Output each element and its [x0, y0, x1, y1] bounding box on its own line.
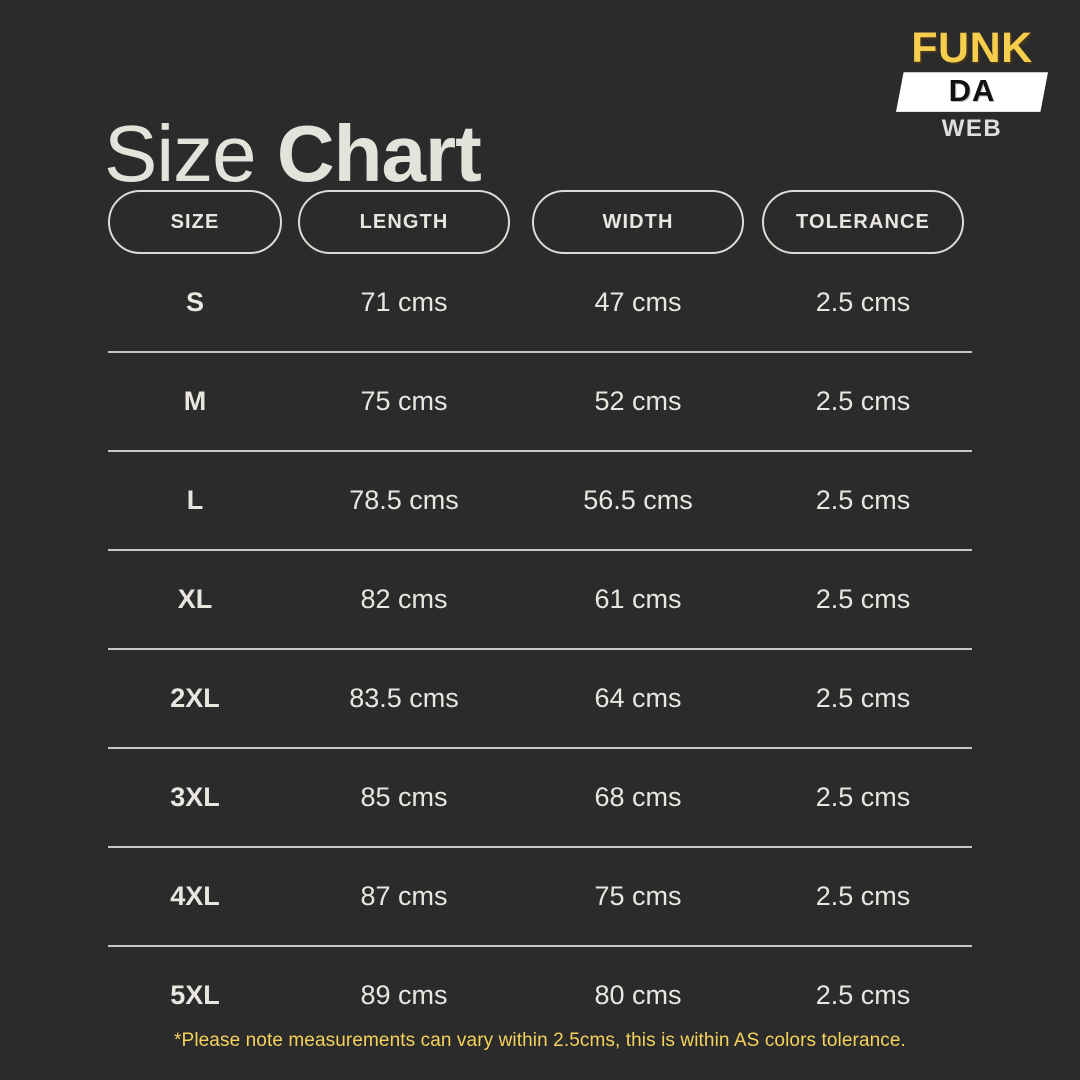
cell-size: L [186, 485, 204, 515]
cell-length: 71 cms [360, 287, 448, 317]
cell-tolerance: 2.5 cms [815, 881, 911, 911]
cell-width: 52 cms [594, 386, 682, 416]
column-header-tolerance: TOLERANCE [762, 190, 964, 254]
table-row: 5XL 89 cms 80 cms 2.5 cms [108, 947, 972, 1044]
cell-width: 64 cms [594, 683, 682, 713]
brand-logo-web: WEB [941, 114, 1003, 142]
cell-size: M [183, 386, 207, 416]
cell-length: 85 cms [360, 782, 448, 812]
cell-length: 78.5 cms [349, 485, 459, 515]
column-header-tolerance-label: TOLERANCE [796, 210, 930, 233]
cell-length: 75 cms [360, 386, 448, 416]
cell-width: 68 cms [594, 782, 682, 812]
cell-size: XL [177, 584, 213, 614]
brand-logo-funk: FUNK [911, 24, 1033, 72]
column-header-size-label: SIZE [170, 210, 220, 233]
cell-width: 47 cms [594, 287, 682, 317]
column-header-length-label: LENGTH [359, 210, 449, 233]
table-row: 3XL 85 cms 68 cms 2.5 cms [108, 749, 972, 848]
cell-width: 56.5 cms [583, 485, 693, 515]
column-header-width: WIDTH [532, 190, 744, 254]
cell-size: 4XL [170, 881, 220, 911]
cell-size: 2XL [170, 683, 220, 713]
brand-logo: FUNK DA WEB [896, 24, 1048, 142]
cell-length: 87 cms [360, 881, 448, 911]
cell-width: 75 cms [594, 881, 682, 911]
cell-tolerance: 2.5 cms [815, 782, 911, 812]
brand-logo-da-banner: DA [896, 72, 1048, 112]
page-title: Size Chart [104, 113, 482, 194]
cell-length: 83.5 cms [349, 683, 459, 713]
cell-tolerance: 2.5 cms [815, 287, 911, 317]
cell-length: 82 cms [360, 584, 448, 614]
cell-size: S [185, 287, 204, 317]
brand-logo-da: DA [948, 73, 996, 109]
cell-tolerance: 2.5 cms [815, 386, 911, 416]
cell-width: 61 cms [594, 584, 682, 614]
column-header-width-label: WIDTH [602, 210, 674, 233]
table-row: S 71 cms 47 cms 2.5 cms [108, 254, 972, 353]
cell-tolerance: 2.5 cms [815, 980, 911, 1010]
cell-size: 5XL [170, 980, 220, 1010]
table-row: 2XL 83.5 cms 64 cms 2.5 cms [108, 650, 972, 749]
cell-tolerance: 2.5 cms [815, 584, 911, 614]
size-chart-table: SIZE LENGTH WIDTH TOLERANCE S 71 cms 47 … [108, 190, 972, 1044]
page-title-bold: Chart [276, 108, 482, 198]
cell-width: 80 cms [594, 980, 682, 1010]
page-title-light: Size [104, 108, 257, 198]
table-row: M 75 cms 52 cms 2.5 cms [108, 353, 972, 452]
cell-tolerance: 2.5 cms [815, 485, 911, 515]
column-header-size: SIZE [108, 190, 282, 254]
table-row: XL 82 cms 61 cms 2.5 cms [108, 551, 972, 650]
table-body: S 71 cms 47 cms 2.5 cms M 75 cms 52 cms … [108, 254, 972, 1044]
cell-tolerance: 2.5 cms [815, 683, 911, 713]
table-row: L 78.5 cms 56.5 cms 2.5 cms [108, 452, 972, 551]
measurement-disclaimer: *Please note measurements can vary withi… [174, 1030, 906, 1051]
table-header-row: SIZE LENGTH WIDTH TOLERANCE [108, 190, 972, 254]
cell-size: 3XL [170, 782, 220, 812]
column-header-length: LENGTH [298, 190, 510, 254]
table-row: 4XL 87 cms 75 cms 2.5 cms [108, 848, 972, 947]
cell-length: 89 cms [360, 980, 448, 1010]
